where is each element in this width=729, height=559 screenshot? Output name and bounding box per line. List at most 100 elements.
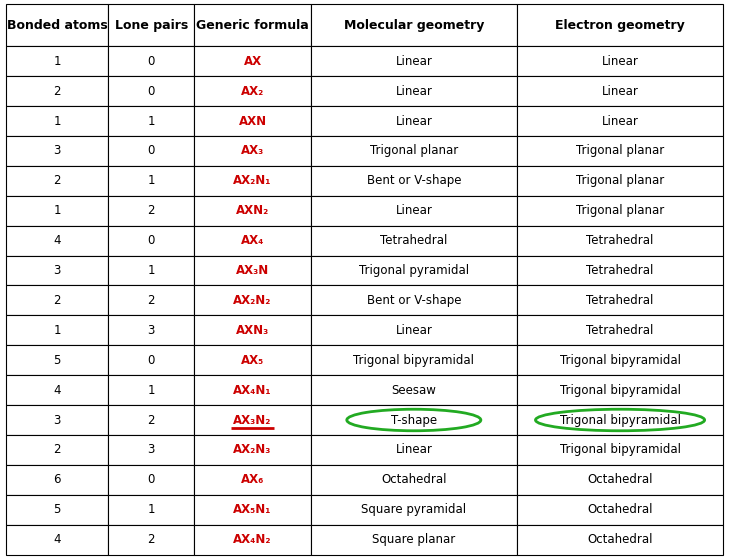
Bar [108,4,195,46]
Text: 0: 0 [147,473,155,486]
Text: Trigonal bipyramidal: Trigonal bipyramidal [560,383,681,396]
Text: Linear: Linear [395,55,432,68]
Text: Square planar: Square planar [373,533,456,546]
Text: Bonded atoms: Bonded atoms [7,19,107,32]
Text: Trigonal bipyramidal: Trigonal bipyramidal [560,354,681,367]
Text: 5: 5 [53,503,61,516]
Bar [195,196,311,226]
Bar [311,166,517,196]
Bar [195,465,311,495]
Bar [311,405,517,435]
Bar [311,226,517,255]
Text: AX₄: AX₄ [241,234,265,247]
Bar [195,405,311,435]
Bar [517,196,723,226]
Bar [311,46,517,76]
Bar [6,315,108,345]
Bar [311,345,517,375]
Text: 3: 3 [53,414,61,427]
Bar [311,196,517,226]
Bar [108,166,195,196]
Bar [6,106,108,136]
Bar [108,46,195,76]
Text: 1: 1 [53,324,61,337]
Text: 2: 2 [147,533,155,546]
Bar [6,76,108,106]
Text: 1: 1 [147,503,155,516]
Text: Linear: Linear [395,204,432,217]
Bar [6,345,108,375]
Bar [108,76,195,106]
Text: Octahedral: Octahedral [588,533,652,546]
Text: Seesaw: Seesaw [391,383,436,396]
Text: 1: 1 [53,115,61,127]
Bar [517,345,723,375]
Bar [6,375,108,405]
Text: 2: 2 [53,174,61,187]
Text: AX₃N₂: AX₃N₂ [233,414,272,427]
Text: 3: 3 [147,324,155,337]
Text: Lone pairs: Lone pairs [114,19,188,32]
Bar [108,375,195,405]
Bar [311,495,517,525]
Bar [6,166,108,196]
Bar [108,405,195,435]
Bar [517,525,723,555]
Bar [6,405,108,435]
Text: 2: 2 [147,294,155,307]
Text: AX₄N₂: AX₄N₂ [233,533,272,546]
Text: Electron geometry: Electron geometry [555,19,685,32]
Bar [517,4,723,46]
Text: AX₂N₂: AX₂N₂ [233,294,272,307]
Bar [195,525,311,555]
Bar [195,495,311,525]
Bar [311,465,517,495]
Text: AXN₃: AXN₃ [236,324,269,337]
Bar [517,106,723,136]
Bar [108,226,195,255]
Bar [311,525,517,555]
Bar [108,255,195,286]
Bar [6,286,108,315]
Text: 0: 0 [147,234,155,247]
Bar [311,286,517,315]
Text: Tetrahedral: Tetrahedral [380,234,448,247]
Text: AX: AX [243,55,262,68]
Text: AXN: AXN [238,115,267,127]
Text: 0: 0 [147,55,155,68]
Text: Trigonal bipyramidal: Trigonal bipyramidal [560,443,681,456]
Text: Generic formula: Generic formula [196,19,309,32]
Text: Bent or V-shape: Bent or V-shape [367,294,461,307]
Bar [108,435,195,465]
Text: AX₅: AX₅ [241,354,264,367]
Bar [517,375,723,405]
Bar [195,4,311,46]
Bar [517,166,723,196]
Bar [108,495,195,525]
Text: Octahedral: Octahedral [588,473,652,486]
Bar [195,166,311,196]
Text: Square pyramidal: Square pyramidal [362,503,467,516]
Text: 4: 4 [53,533,61,546]
Bar [311,435,517,465]
Text: Trigonal bipyramidal: Trigonal bipyramidal [560,414,681,427]
Bar [311,4,517,46]
Bar [311,255,517,286]
Bar [6,226,108,255]
Bar [195,375,311,405]
Text: AX₄N₁: AX₄N₁ [233,383,272,396]
Text: AX₆: AX₆ [241,473,265,486]
Bar [517,465,723,495]
Bar [6,525,108,555]
Text: Octahedral: Octahedral [381,473,447,486]
Text: Trigonal pyramidal: Trigonal pyramidal [359,264,469,277]
Bar [195,286,311,315]
Bar [517,46,723,76]
Bar [195,435,311,465]
Bar [517,255,723,286]
Bar [195,255,311,286]
Bar [6,465,108,495]
Text: Trigonal planar: Trigonal planar [576,174,664,187]
Bar [195,136,311,166]
Text: T-shape: T-shape [391,414,437,427]
